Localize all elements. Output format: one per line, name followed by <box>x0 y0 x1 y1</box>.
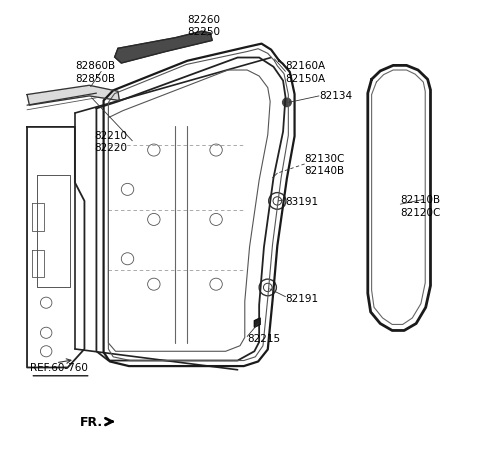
Text: 82134: 82134 <box>319 90 352 100</box>
Text: 82160A
82150A: 82160A 82150A <box>286 61 325 83</box>
Text: REF.60-760: REF.60-760 <box>30 363 88 373</box>
Polygon shape <box>115 32 212 64</box>
Text: 82191: 82191 <box>286 294 319 303</box>
Text: 82210
82220: 82210 82220 <box>94 130 127 153</box>
Circle shape <box>283 99 291 107</box>
Text: 82110B
82120C: 82110B 82120C <box>400 195 441 217</box>
Text: 82860B
82850B: 82860B 82850B <box>75 61 115 83</box>
Text: FR.: FR. <box>80 415 103 428</box>
Polygon shape <box>254 318 260 327</box>
Text: 82130C
82140B: 82130C 82140B <box>305 153 345 176</box>
Text: 83191: 83191 <box>286 196 319 206</box>
Text: 82260
82250: 82260 82250 <box>188 15 221 37</box>
Polygon shape <box>27 86 120 106</box>
Text: 82215: 82215 <box>247 334 280 344</box>
